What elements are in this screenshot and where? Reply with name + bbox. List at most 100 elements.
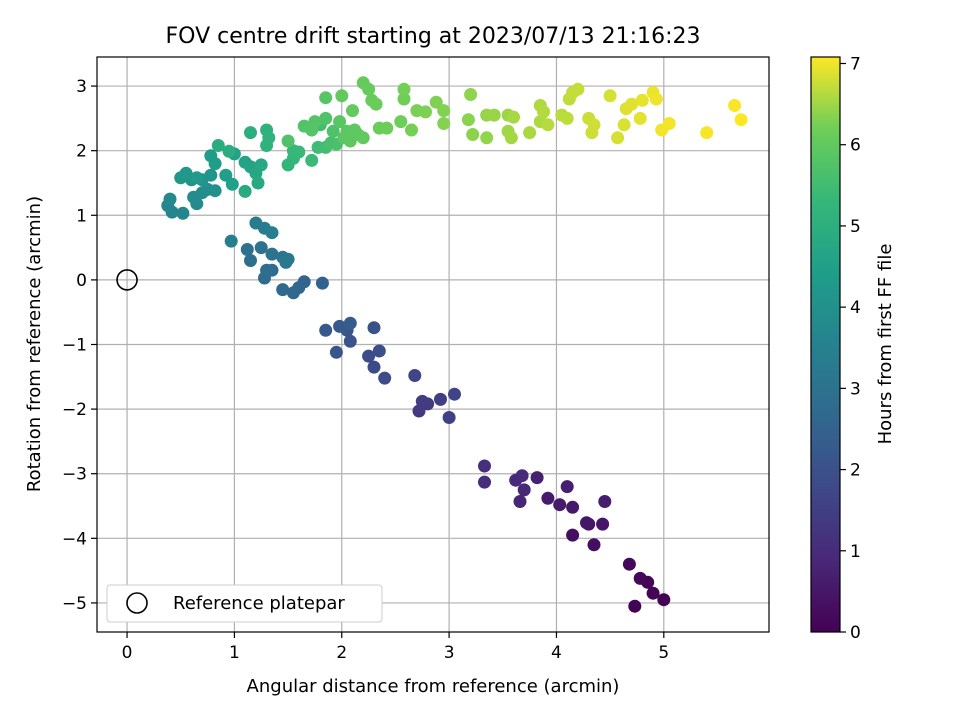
data-point [515,469,529,483]
data-point [537,105,551,119]
data-point [305,153,319,167]
x-tick-label: 3 [444,643,455,663]
x-axis-ticks: 0 1 2 3 4 5 [122,632,669,663]
data-point [265,247,279,261]
data-point [560,480,574,494]
data-point [587,538,601,552]
colorbar-tick-label: 5 [850,217,861,237]
data-point [541,491,555,505]
colorbar-ticks: 0 1 2 3 4 5 6 7 [840,54,861,643]
data-point [244,254,257,267]
legend: Reference platepar [106,584,383,623]
y-tick-label: −4 [62,529,87,549]
colorbar-tick-label: 3 [850,379,861,399]
data-point [356,131,370,145]
colorbar-tick-label: 7 [850,54,861,74]
colorbar-tick-label: 6 [850,136,861,156]
data-point [240,243,254,256]
data-point [204,168,218,182]
data-point [571,82,585,96]
data-point [541,118,555,132]
data-point [700,126,714,140]
y-tick-label: −1 [62,336,87,356]
colorbar-tick-label: 0 [850,623,861,643]
data-point [281,134,295,148]
data-point [523,126,537,140]
data-point [625,97,639,111]
data-point [281,252,295,266]
data-point [343,316,357,330]
data-point [662,117,676,130]
data-point [254,158,268,172]
data-point [362,82,376,96]
data-point [448,387,461,401]
data-point [319,91,333,105]
data-point [553,498,567,512]
data-point [461,113,475,127]
data-point [566,528,580,542]
data-point [628,599,642,613]
data-point [408,369,422,382]
data-point [419,105,432,119]
data-point [603,89,617,103]
y-tick-label: 1 [76,206,87,226]
data-point [208,184,222,198]
x-axis-label: Angular distance from reference (arcmin) [247,676,620,697]
data-point [286,286,300,300]
data-point [211,139,225,152]
data-point [315,276,329,290]
colorbar-label: Hours from first FF file [875,244,896,445]
data-point [190,171,204,185]
data-point [362,349,376,363]
data-point [611,131,625,145]
data-points [161,76,748,613]
data-point [517,483,531,497]
data-point [513,495,527,508]
x-tick-label: 1 [229,643,240,663]
data-point [466,128,480,141]
y-tick-label: 3 [76,77,87,97]
plot-area: 0 1 2 3 4 5 3 2 1 0 −1 −2 −3 −4 −5 [62,56,770,663]
y-tick-label: −3 [62,465,87,485]
data-point [646,586,660,600]
data-point [587,118,601,132]
data-point [346,104,359,118]
data-point [437,104,451,118]
y-axis-label: Rotation from reference (arcmin) [24,196,45,492]
data-point [415,394,429,408]
y-axis-ticks: 3 2 1 0 −1 −2 −3 −4 −5 [62,77,97,614]
data-point [598,495,612,508]
x-tick-label: 2 [336,643,347,663]
data-point [464,88,478,101]
data-point [397,92,411,106]
data-point [617,118,631,132]
data-point [319,323,333,337]
colorbar-frame [810,56,841,633]
data-point [394,115,408,129]
data-point [580,516,593,530]
data-point [369,97,383,111]
y-tick-label: 0 [76,271,87,291]
colorbar: 0 1 2 3 4 5 6 7 Hours from first FF file [810,54,896,643]
data-point [179,166,193,180]
x-tick-label: 4 [551,643,562,663]
data-point [372,344,386,358]
data-point [225,177,239,191]
colorbar-gradient [811,57,840,632]
data-point [429,95,443,109]
data-point [560,111,574,125]
data-point [378,371,392,385]
data-point [163,192,177,206]
data-point [326,124,340,138]
data-point [437,117,451,130]
data-point [329,345,343,359]
y-tick-label: −2 [62,400,87,420]
data-point [397,82,411,96]
data-point [176,206,190,220]
data-point [260,263,274,277]
data-point [657,593,671,607]
data-point [276,283,290,297]
legend-reference-marker [126,592,148,614]
data-point [333,319,347,333]
